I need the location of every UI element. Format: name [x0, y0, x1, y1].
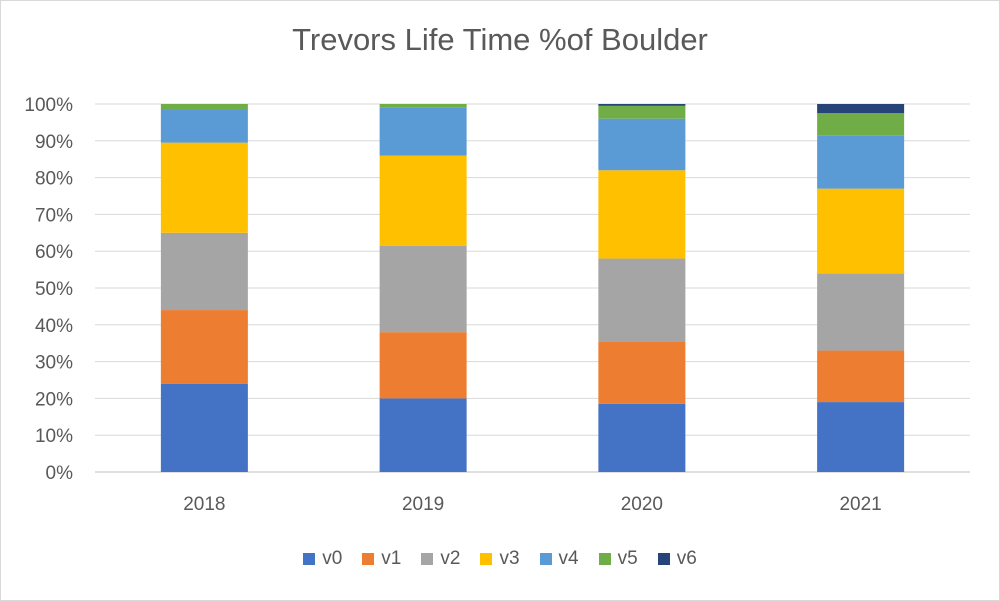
legend-item-v6: v6 — [657, 548, 697, 570]
legend-label: v2 — [440, 548, 461, 569]
legend-label: v3 — [499, 548, 520, 569]
bar-segment-v1-2021 — [817, 350, 905, 403]
legend-item-v4: v4 — [539, 548, 579, 570]
y-tick-label: 80% — [35, 169, 73, 190]
chart-legend: v0 v1 v2 v3 v4 v5 v6 — [0, 548, 1000, 570]
legend-swatch — [362, 553, 375, 565]
y-tick-label: 10% — [35, 426, 73, 447]
bar-segment-v2-2021 — [817, 273, 905, 351]
bar-segment-v5-2020 — [598, 105, 686, 119]
legend-label: v6 — [676, 548, 697, 569]
bar-segment-v5-2018 — [160, 104, 248, 110]
y-tick-label: 40% — [35, 316, 73, 337]
legend-item-v1: v1 — [362, 548, 401, 570]
bar-segment-v3-2018 — [160, 142, 248, 233]
y-tick-label: 50% — [35, 279, 73, 300]
y-tick-label: 100% — [24, 95, 73, 116]
legend-swatch — [480, 553, 493, 565]
bar-segment-v3-2019 — [379, 155, 467, 246]
legend-item-v0: v0 — [303, 548, 342, 570]
bar-segment-v0-2021 — [817, 402, 905, 472]
bar-segment-v0-2018 — [160, 383, 248, 472]
legend-label: v1 — [381, 548, 402, 569]
legend-swatch — [657, 553, 670, 565]
legend-item-v5: v5 — [598, 548, 638, 570]
legend-swatch — [421, 553, 434, 565]
legend-label: v0 — [322, 548, 343, 569]
legend-item-v3: v3 — [480, 548, 520, 570]
y-tick-label: 70% — [35, 205, 73, 226]
legend-swatch — [303, 553, 316, 565]
legend-swatch — [598, 553, 611, 565]
bar-segment-v2-2019 — [379, 245, 467, 333]
y-tick-label: 20% — [35, 389, 73, 410]
bar-segment-v3-2020 — [598, 170, 686, 259]
y-tick-label: 90% — [35, 132, 73, 153]
bar-segment-v1-2018 — [160, 310, 248, 384]
y-tick-label: 30% — [35, 353, 73, 374]
bar-segment-v4-2020 — [598, 118, 686, 171]
bar-segment-v6-2021 — [817, 104, 905, 114]
x-tick-label: 2021 — [839, 494, 881, 515]
bar-segment-v2-2018 — [160, 232, 248, 311]
x-tick-label: 2018 — [183, 494, 225, 515]
bar-segment-v4-2018 — [160, 109, 248, 143]
legend-swatch — [539, 553, 552, 565]
bar-segment-v6-2020 — [598, 104, 686, 106]
bar-segment-v1-2019 — [379, 332, 467, 399]
bar-segment-v5-2021 — [817, 113, 905, 136]
bar-segment-v0-2020 — [598, 403, 686, 472]
legend-label: v5 — [617, 548, 638, 569]
bar-segment-v4-2019 — [379, 107, 467, 156]
x-tick-label: 2020 — [621, 494, 663, 515]
y-tick-label: 60% — [35, 242, 73, 263]
bar-segment-v4-2021 — [817, 135, 905, 189]
y-tick-label: 0% — [46, 463, 74, 484]
legend-label: v4 — [558, 548, 579, 569]
x-tick-label: 2019 — [402, 494, 444, 515]
bar-segment-v3-2021 — [817, 188, 905, 274]
bar-segment-v0-2019 — [379, 398, 467, 472]
legend-item-v2: v2 — [421, 548, 460, 570]
bar-segment-v5-2019 — [379, 104, 467, 108]
bar-segment-v1-2020 — [598, 341, 686, 404]
chart-title: Trevors Life Time %of Boulder — [292, 22, 708, 57]
bar-segment-v2-2020 — [598, 258, 686, 342]
